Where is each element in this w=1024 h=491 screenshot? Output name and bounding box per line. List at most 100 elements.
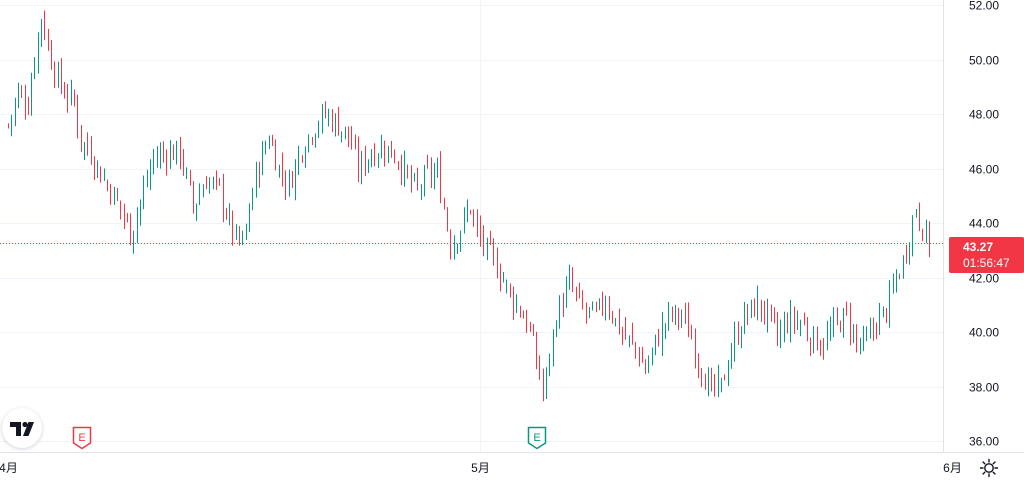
candle — [117, 187, 118, 202]
candle — [447, 207, 448, 232]
candle — [81, 125, 82, 152]
candle — [450, 229, 451, 260]
candle — [523, 310, 524, 319]
candle — [893, 273, 894, 294]
candle — [731, 343, 732, 369]
candle — [899, 273, 900, 280]
candle — [530, 321, 531, 332]
earnings-marker-1[interactable]: E — [72, 426, 92, 450]
candle — [282, 152, 283, 187]
candle — [58, 61, 59, 88]
candle — [470, 209, 471, 215]
candle — [549, 353, 550, 377]
candle — [483, 225, 484, 257]
candle — [242, 230, 243, 246]
candle — [295, 159, 296, 201]
candle — [196, 203, 197, 221]
candle — [652, 347, 653, 366]
candle — [104, 168, 105, 182]
candle — [249, 203, 250, 232]
candle — [454, 235, 455, 260]
candle — [843, 307, 844, 338]
candle — [827, 320, 828, 351]
last-price-badge: 43.27 01:56:47 — [949, 237, 1024, 273]
candle — [929, 221, 930, 258]
candle — [853, 324, 854, 344]
candle — [833, 307, 834, 338]
settings-icon[interactable] — [979, 458, 999, 478]
bar-countdown: 01:56:47 — [963, 256, 1010, 270]
candles — [8, 10, 930, 402]
candle — [183, 149, 184, 176]
earnings-icon: E — [72, 426, 92, 450]
candle — [635, 341, 636, 359]
candle — [774, 307, 775, 324]
candle — [216, 170, 217, 190]
candle — [31, 72, 32, 116]
candle — [681, 309, 682, 328]
candle — [500, 263, 501, 292]
candle — [662, 311, 663, 357]
candle — [374, 143, 375, 167]
candle — [698, 353, 699, 379]
candle — [546, 367, 547, 399]
candle — [431, 157, 432, 189]
candle — [559, 295, 560, 329]
candle — [602, 291, 603, 317]
candle — [721, 377, 722, 393]
candle — [265, 140, 266, 155]
candle — [394, 149, 395, 164]
candle — [203, 184, 204, 198]
candle — [28, 96, 29, 116]
candle — [619, 308, 620, 335]
candle — [325, 101, 326, 119]
candle — [919, 202, 920, 232]
candle — [411, 165, 412, 193]
time-axis[interactable]: 4月5月6月7月8月9月10月 — [0, 461, 1024, 475]
candle — [708, 367, 709, 397]
candle — [876, 322, 877, 340]
candle — [335, 113, 336, 137]
candle — [338, 106, 339, 136]
candle — [695, 328, 696, 369]
candle — [536, 331, 537, 370]
candle — [143, 175, 144, 210]
candle — [239, 226, 240, 246]
price-axis[interactable]: 52.00 50.00 48.00 46.00 44.00 42.00 40.00 38.00… — [969, 0, 999, 449]
candle — [860, 337, 861, 355]
candle — [180, 136, 181, 170]
candle — [751, 299, 752, 318]
y-tick-label: 36.00 — [969, 435, 999, 449]
candle — [863, 325, 864, 352]
candle — [358, 136, 359, 183]
candle — [305, 146, 306, 168]
candle — [8, 123, 9, 129]
candle — [133, 230, 134, 254]
candle — [718, 364, 719, 398]
candle — [368, 159, 369, 173]
candle — [384, 140, 385, 167]
candle — [388, 145, 389, 163]
candle — [543, 368, 544, 402]
candle — [232, 210, 233, 246]
candle — [91, 136, 92, 165]
candle — [800, 319, 801, 337]
candle — [87, 132, 88, 156]
earnings-marker-2[interactable]: E — [527, 426, 547, 450]
candle — [77, 94, 78, 139]
tradingview-logo[interactable] — [2, 408, 42, 448]
candle — [38, 32, 39, 74]
candle — [252, 187, 253, 211]
candle — [417, 167, 418, 191]
candle — [190, 169, 191, 186]
candle — [477, 209, 478, 238]
candle — [883, 306, 884, 318]
candle — [298, 145, 299, 175]
candle — [176, 140, 177, 165]
candle — [272, 134, 273, 147]
candle — [427, 154, 428, 169]
candle — [503, 271, 504, 283]
candle — [605, 295, 606, 321]
